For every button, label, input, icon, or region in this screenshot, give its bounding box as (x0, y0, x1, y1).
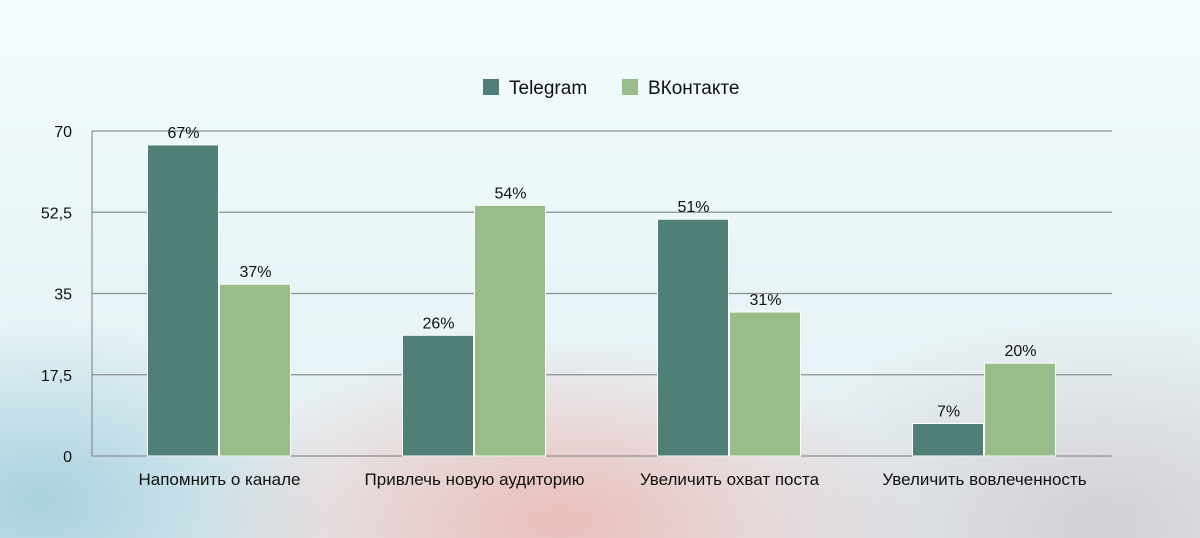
y-tick-label: 52,5 (41, 205, 72, 222)
x-category-label: Привлечь новую аудиторию (365, 470, 585, 489)
y-axis-ticks: 0 17,5 35 52,5 70 (41, 124, 72, 466)
x-category-label: Напомнить о канале (139, 470, 301, 489)
bars (147, 144, 1056, 457)
y-tick-label: 35 (54, 287, 72, 304)
bar-vkontakte (984, 362, 1056, 457)
x-category-label: Увеличить вовлеченность (882, 470, 1086, 489)
legend-label: Telegram (509, 78, 587, 99)
bar-vkontakte (729, 311, 801, 457)
bar-vkontakte (474, 204, 546, 457)
y-tick-label: 0 (63, 449, 72, 466)
bar-telegram (147, 144, 219, 457)
data-label: 54% (494, 185, 526, 202)
data-label: 67% (167, 125, 199, 142)
legend-swatch (622, 79, 638, 95)
legend-swatch (483, 79, 499, 95)
data-label: 7% (937, 404, 960, 421)
x-axis-categories: Напомнить о канале Привлечь новую аудитор… (139, 470, 1087, 489)
data-label: 20% (1004, 343, 1036, 360)
y-tick-label: 70 (54, 124, 72, 141)
x-category-label: Увеличить охват поста (640, 470, 820, 489)
data-label: 37% (239, 264, 271, 281)
legend-label: ВКонтакте (648, 78, 739, 99)
data-labels: 67% 37% 26% 54% 51% 31% 7% 20% (167, 125, 1036, 421)
bar-vkontakte (219, 283, 291, 457)
bar-telegram (402, 334, 474, 457)
data-label: 51% (677, 199, 709, 216)
data-label: 26% (422, 315, 454, 332)
legend: Telegram ВКонтакте (483, 78, 739, 99)
y-tick-label: 17,5 (41, 368, 72, 385)
bar-telegram (657, 218, 729, 457)
bar-telegram (912, 423, 984, 457)
data-label: 31% (749, 292, 781, 309)
